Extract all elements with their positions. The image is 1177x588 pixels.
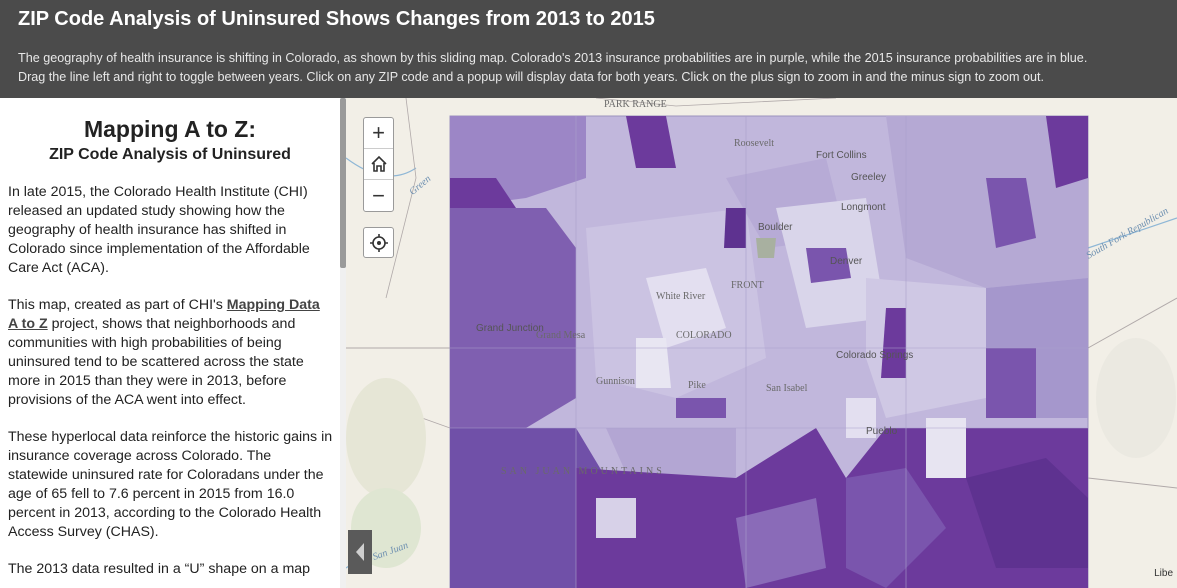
paragraph-2-before: This map, created as part of CHI's bbox=[8, 297, 227, 313]
map-label-greeley: Greeley bbox=[851, 172, 887, 183]
map-label-pike: Pike bbox=[688, 380, 706, 391]
map-label-fort-collins: Fort Collins bbox=[816, 150, 867, 161]
map-label-san-juan-mountains: SAN JUAN MOUNTAINS bbox=[501, 466, 665, 477]
zoom-in-button[interactable]: + bbox=[364, 118, 393, 149]
mapping-data-link[interactable]: Mapping Data A to Z bbox=[8, 297, 320, 332]
sidebar-paragraph-2: This map, created as part of CHI's Mappi… bbox=[8, 296, 333, 410]
description-line-1: The geography of health insurance is shi… bbox=[18, 51, 1088, 65]
map-view[interactable]: PARK RANGE Green Roosevelt Fort Collins … bbox=[346, 98, 1177, 588]
home-icon bbox=[370, 155, 387, 172]
map-label-grand-mesa: Grand Mesa bbox=[536, 330, 586, 341]
map-attribution: Libe bbox=[1154, 568, 1173, 579]
map-label-colorado-springs: Colorado Springs bbox=[836, 350, 914, 361]
crosshair-icon bbox=[369, 233, 388, 252]
swipe-slider-handle[interactable] bbox=[348, 530, 372, 574]
map-label-pueblo: Pueblo bbox=[866, 426, 898, 437]
zoom-control: + − bbox=[363, 117, 394, 212]
locate-button[interactable] bbox=[363, 227, 394, 258]
sidebar-subheading: ZIP Code Analysis of Uninsured bbox=[49, 146, 291, 163]
map-label-grand-junction: Grand Junction bbox=[476, 323, 544, 334]
map-label-boulder: Boulder bbox=[758, 222, 793, 233]
map-label-san-isabel: San Isabel bbox=[766, 383, 808, 394]
zip-code-choropleth[interactable] bbox=[449, 115, 1089, 588]
map-label-roosevelt: Roosevelt bbox=[734, 138, 774, 149]
map-label-colorado: COLORADO bbox=[676, 330, 732, 341]
map-label-longmont: Longmont bbox=[841, 202, 886, 213]
map-label-white-river: White River bbox=[656, 291, 706, 302]
sidebar-panel: Mapping A to Z: ZIP Code Analysis of Uni… bbox=[0, 98, 340, 588]
paragraph-2-after: project, shows that neighborhoods and co… bbox=[8, 316, 304, 408]
basemap-svg bbox=[346, 98, 1177, 588]
sidebar-paragraph-1: In late 2015, the Colorado Health Instit… bbox=[8, 184, 310, 276]
sidebar-paragraph-3: These hyperlocal data reinforce the hist… bbox=[8, 429, 333, 540]
page-title: ZIP Code Analysis of Uninsured Shows Cha… bbox=[18, 8, 655, 30]
map-label-denver: Denver bbox=[830, 256, 863, 267]
description-line-2: Drag the line left and right to toggle b… bbox=[18, 70, 1045, 84]
map-label-gunnison: Gunnison bbox=[596, 376, 635, 387]
sidebar-scrollbar-track[interactable] bbox=[340, 98, 346, 588]
sidebar-scrollbar-thumb[interactable] bbox=[340, 98, 346, 268]
page-description: The geography of health insurance is shi… bbox=[18, 49, 1161, 87]
zoom-out-button[interactable]: − bbox=[372, 182, 385, 208]
home-button[interactable] bbox=[364, 149, 393, 180]
chevron-left-icon bbox=[356, 543, 364, 561]
header-bar: ZIP Code Analysis of Uninsured Shows Cha… bbox=[0, 0, 1177, 98]
map-label-front: FRONT bbox=[731, 280, 764, 291]
map-label-park-range: PARK RANGE bbox=[604, 99, 667, 110]
sidebar-heading: Mapping A to Z: bbox=[83, 116, 257, 142]
sidebar-paragraph-4: The 2013 data resulted in a “U” shape on… bbox=[8, 561, 311, 577]
